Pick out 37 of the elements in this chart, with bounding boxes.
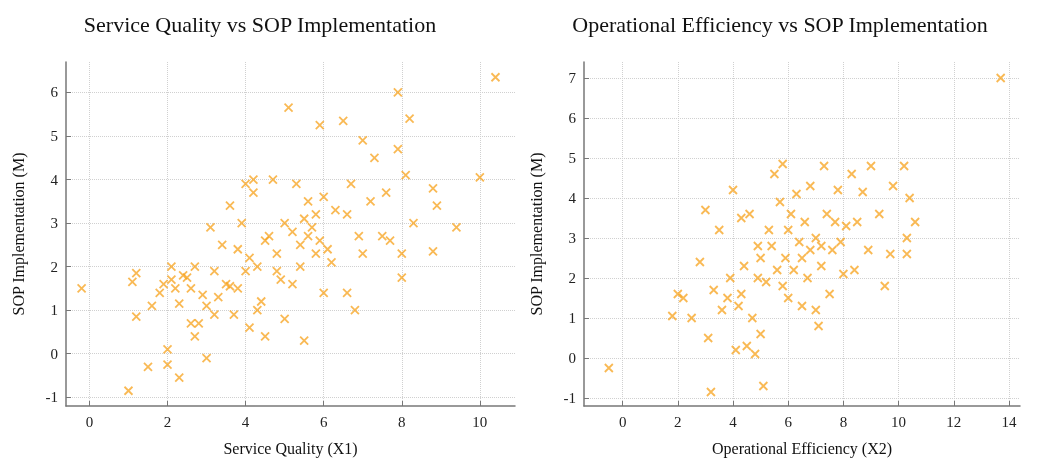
- x-tick-label: 4: [241, 413, 250, 430]
- x-tick-label: 14: [1001, 413, 1017, 430]
- y-tick-label: 5: [50, 128, 58, 145]
- y-tick-label: 5: [568, 150, 576, 166]
- x-axis-title: Service Quality (X1): [223, 439, 358, 458]
- y-tick-label: -1: [45, 389, 58, 406]
- y-tick-label: -1: [563, 390, 576, 406]
- y-tick-label: 0: [568, 350, 576, 366]
- chart-title: Operational Efficiency vs SOP Implementation: [572, 11, 988, 37]
- x-tick-label: 6: [784, 413, 793, 430]
- x-tick-label: 10: [472, 413, 488, 430]
- y-tick-label: 3: [50, 215, 58, 232]
- y-tick-label: 2: [568, 270, 576, 286]
- y-tick-label: 7: [568, 70, 577, 86]
- x-tick-label: 8: [839, 413, 848, 430]
- y-tick-label: 0: [50, 345, 58, 362]
- y-tick-label: 4: [50, 171, 59, 188]
- x-tick-label: 0: [618, 413, 627, 430]
- x-tick-label: 8: [398, 413, 406, 430]
- y-tick-label: 4: [568, 190, 577, 206]
- x-tick-label: 12: [946, 413, 962, 430]
- x-tick-label: 2: [163, 413, 172, 430]
- x-tick-label: 10: [891, 413, 907, 430]
- x-tick-label: 2: [674, 413, 682, 430]
- x-tick-label: 4: [729, 413, 738, 430]
- y-tick-label: 1: [50, 302, 58, 319]
- y-tick-label: 3: [568, 230, 576, 246]
- x-axis-title: Operational Efficiency (X2): [711, 439, 893, 458]
- y-tick-label: 6: [568, 110, 577, 126]
- y-tick-label: 6: [50, 84, 59, 101]
- x-tick-label: 6: [319, 413, 328, 430]
- y-axis-title: SOP Implementation (M): [527, 152, 546, 316]
- y-axis-title: SOP Implementation (M): [9, 152, 28, 316]
- x-tick-label: 0: [85, 413, 94, 430]
- chart-title: Service Quality vs SOP Implementation: [83, 11, 437, 37]
- y-tick-label: 2: [50, 258, 58, 275]
- y-tick-label: 1: [568, 310, 576, 326]
